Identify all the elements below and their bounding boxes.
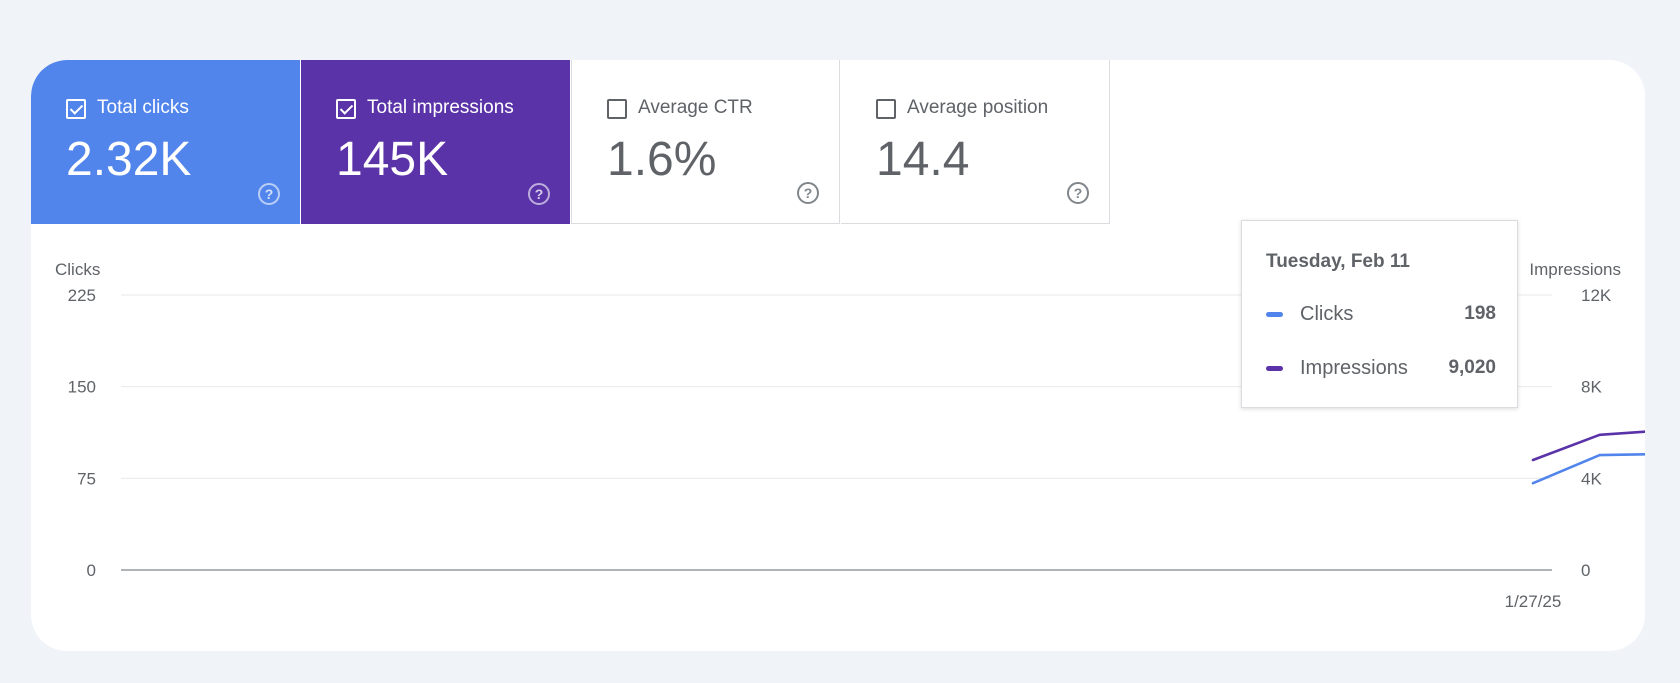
metric-value: 14.4 bbox=[876, 133, 970, 186]
metric-card-average-ctr[interactable]: Average CTR 1.6% ? bbox=[571, 60, 840, 224]
help-icon[interactable]: ? bbox=[797, 182, 819, 204]
metric-label: Average CTR bbox=[638, 97, 753, 118]
checkbox-checked-icon[interactable] bbox=[66, 99, 86, 119]
right-axis-tick-label: 0 bbox=[1581, 561, 1590, 580]
right-axis-title: Impressions bbox=[1529, 260, 1621, 279]
x-axis-tick-label: 1/27/25 bbox=[1505, 592, 1562, 611]
tooltip-row-clicks: Clicks 198 bbox=[1266, 303, 1496, 327]
metric-value: 1.6% bbox=[607, 133, 717, 186]
metric-value: 145K bbox=[336, 133, 449, 186]
help-icon[interactable]: ? bbox=[258, 183, 280, 205]
metric-label: Total impressions bbox=[367, 97, 514, 118]
left-axis-title: Clicks bbox=[55, 260, 100, 279]
checkbox-unchecked-icon[interactable] bbox=[607, 99, 627, 119]
left-axis-tick-label: 0 bbox=[87, 561, 96, 580]
left-axis-tick-label: 75 bbox=[77, 469, 96, 488]
help-icon[interactable]: ? bbox=[1067, 182, 1089, 204]
metric-card-average-position[interactable]: Average position 14.4 ? bbox=[841, 60, 1110, 224]
help-icon[interactable]: ? bbox=[528, 183, 550, 205]
metric-label: Average position bbox=[907, 97, 1049, 118]
tooltip-date: Tuesday, Feb 11 bbox=[1266, 251, 1410, 272]
tooltip-series-value: 9,020 bbox=[1448, 357, 1496, 378]
metric-card-total-impressions[interactable]: Total impressions 145K ? bbox=[301, 60, 570, 224]
performance-line-chart[interactable]: Clicks Impressions 0 0 75 4K 150 8K 225 12K 1/27/2… bbox=[31, 60, 1645, 651]
tooltip-row-impressions: Impressions 9,020 bbox=[1266, 357, 1496, 381]
metric-card-total-clicks[interactable]: Total clicks 2.32K ? bbox=[31, 60, 300, 224]
tooltip-series-name: Clicks bbox=[1300, 303, 1354, 325]
series-swatch-clicks bbox=[1266, 312, 1283, 317]
metric-label: Total clicks bbox=[97, 97, 189, 118]
tooltip-series-value: 198 bbox=[1464, 303, 1496, 324]
left-axis-tick-label: 150 bbox=[68, 378, 96, 397]
checkbox-unchecked-icon[interactable] bbox=[876, 99, 896, 119]
right-axis-tick-label: 12K bbox=[1581, 286, 1612, 305]
right-axis-tick-label: 8K bbox=[1581, 378, 1602, 397]
checkbox-checked-icon[interactable] bbox=[336, 99, 356, 119]
tooltip-series-name: Impressions bbox=[1300, 357, 1408, 379]
left-axis-tick-label: 225 bbox=[68, 286, 96, 305]
right-axis-tick-label: 4K bbox=[1581, 469, 1602, 488]
metric-value: 2.32K bbox=[66, 133, 192, 186]
series-swatch-impressions bbox=[1266, 366, 1283, 371]
performance-card: Total clicks 2.32K ? Total impressions 1… bbox=[31, 60, 1645, 651]
chart-tooltip: Tuesday, Feb 11 Clicks 198 Impressions 9… bbox=[1241, 220, 1518, 408]
